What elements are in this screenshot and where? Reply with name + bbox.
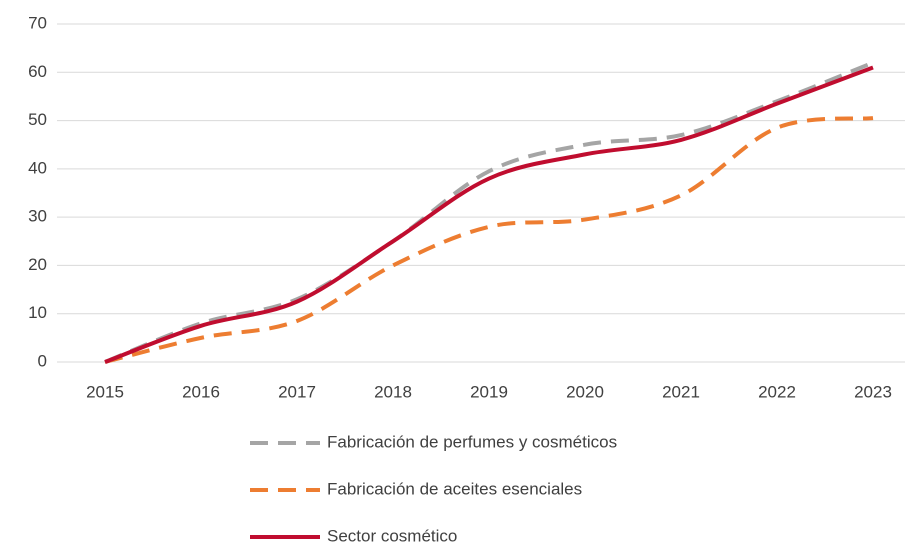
y-tick-label: 40 bbox=[28, 158, 47, 177]
x-tick-label: 2017 bbox=[278, 382, 316, 401]
y-tick-label: 0 bbox=[38, 351, 47, 370]
legend-label: Fabricación de aceites esenciales bbox=[327, 479, 582, 498]
y-tick-label: 60 bbox=[28, 62, 47, 81]
x-tick-label: 2023 bbox=[854, 382, 892, 401]
x-tick-label: 2020 bbox=[566, 382, 604, 401]
x-tick-label: 2022 bbox=[758, 382, 796, 401]
y-tick-label: 10 bbox=[28, 303, 47, 322]
y-tick-label: 50 bbox=[28, 110, 47, 129]
x-tick-label: 2021 bbox=[662, 382, 700, 401]
y-tick-label: 20 bbox=[28, 255, 47, 274]
y-tick-label: 30 bbox=[28, 207, 47, 226]
y-tick-label: 70 bbox=[28, 13, 47, 32]
x-tick-label: 2018 bbox=[374, 382, 412, 401]
series-line bbox=[104, 116, 874, 364]
x-tick-label: 2019 bbox=[470, 382, 508, 401]
x-tick-label: 2015 bbox=[86, 382, 124, 401]
series-line bbox=[104, 65, 874, 364]
legend-label: Sector cosmético bbox=[327, 526, 457, 544]
legend-label: Fabricación de perfumes y cosméticos bbox=[327, 432, 617, 451]
x-tick-label: 2016 bbox=[182, 382, 220, 401]
series-line bbox=[104, 60, 874, 364]
